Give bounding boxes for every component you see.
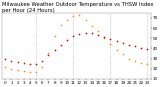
Point [91, 32, 93, 34]
Point [66, 40, 68, 41]
Point [47, 53, 50, 54]
Point [140, 62, 143, 63]
Point [78, 33, 81, 35]
Point [4, 66, 6, 67]
Point [60, 45, 62, 46]
Point [29, 71, 31, 72]
Point [134, 46, 136, 47]
Point [109, 39, 112, 40]
Point [97, 35, 99, 36]
Point [72, 15, 75, 17]
Point [115, 50, 118, 51]
Point [41, 60, 44, 61]
Point [103, 38, 105, 39]
Point [10, 60, 13, 61]
Point [4, 58, 6, 59]
Point [146, 63, 149, 64]
Point [140, 48, 143, 49]
Point [134, 60, 136, 61]
Point [97, 30, 99, 32]
Point [109, 44, 112, 45]
Point [53, 35, 56, 37]
Point [84, 19, 87, 21]
Point [103, 37, 105, 38]
Point [66, 19, 68, 21]
Point [72, 35, 75, 37]
Point [53, 50, 56, 51]
Point [35, 71, 37, 72]
Point [10, 68, 13, 69]
Point [115, 41, 118, 42]
Point [22, 62, 25, 63]
Point [146, 49, 149, 50]
Point [121, 54, 124, 55]
Text: Milwaukee Weather Outdoor Temperature vs THSW Index per Hour (24 Hours): Milwaukee Weather Outdoor Temperature vs… [2, 2, 154, 13]
Point [41, 66, 44, 67]
Point [29, 63, 31, 64]
Point [84, 32, 87, 34]
Point [91, 25, 93, 27]
Point [16, 69, 19, 70]
Point [22, 70, 25, 71]
Point [47, 55, 50, 56]
Point [16, 61, 19, 62]
Point [60, 24, 62, 26]
Point [128, 45, 130, 46]
Point [121, 43, 124, 44]
Point [35, 63, 37, 64]
Point [78, 14, 81, 16]
Point [128, 58, 130, 59]
